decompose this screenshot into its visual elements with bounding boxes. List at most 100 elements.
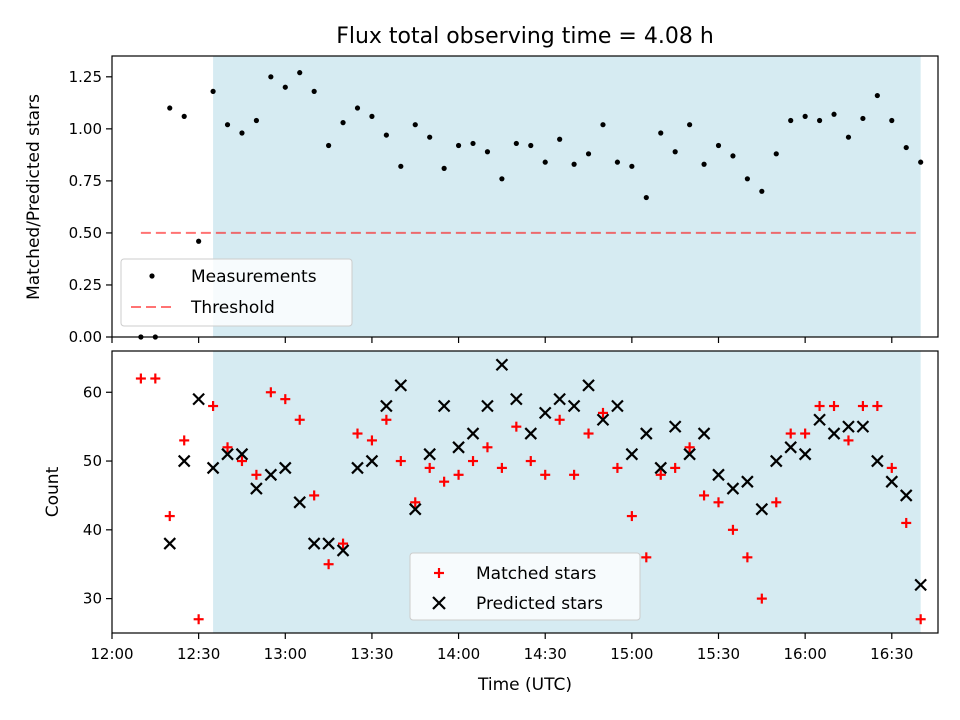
- matched-star-point: [727, 524, 738, 535]
- top-y-axis-label: Matched/Predicted stars: [24, 94, 44, 300]
- bottom-legend: Matched stars Predicted stars: [409, 552, 641, 621]
- matched-star-point: [756, 593, 767, 604]
- x-tick-label: 16:30: [870, 645, 913, 663]
- measurement-point: [484, 149, 491, 155]
- matched-star-point: [684, 442, 695, 453]
- x-tick-label: 15:30: [697, 645, 740, 663]
- measurement-point: [513, 140, 519, 147]
- y-tick-label: 60: [83, 383, 102, 401]
- predicted-star-point: [899, 489, 913, 502]
- predicted-star-point: [769, 454, 783, 468]
- measurement-point: [557, 136, 563, 142]
- y-tick-label: 0.25: [69, 276, 102, 294]
- predicted-star-point: [683, 447, 696, 461]
- matched-star-point: [222, 442, 233, 453]
- predicted-star-point: [784, 441, 797, 454]
- matched-star-point: [352, 428, 363, 439]
- predicted-star-point: [741, 475, 754, 488]
- predicted-star-point: [293, 496, 307, 509]
- matched-star-point: [915, 614, 926, 625]
- predicted-star-point: [322, 537, 335, 550]
- predicted-star-point: [250, 482, 263, 495]
- matched-star-point: [395, 456, 406, 467]
- measurement-point: [802, 113, 808, 119]
- legend-measurements-label: Measurements: [191, 267, 317, 287]
- predicted-star-point: [510, 392, 523, 406]
- top-y-ticks: 0.00 0.25 0.50 0.75 1.00 1.25: [69, 68, 112, 346]
- matched-star-point: [670, 462, 681, 473]
- y-tick-label: 0.75: [69, 172, 102, 190]
- matched-star-point: [771, 497, 782, 508]
- y-tick-label: 1.00: [69, 120, 102, 138]
- measurement-point: [181, 113, 187, 119]
- matched-star-point: [366, 435, 377, 446]
- x-tick-label: 15:00: [610, 645, 653, 663]
- top-legend-box: [120, 258, 353, 327]
- bottom-y-ticks: 30 40 50 60: [83, 383, 112, 608]
- matched-star-point: [569, 469, 580, 480]
- measurement-point: [903, 144, 909, 151]
- measurement-point: [874, 92, 880, 99]
- predicted-star-point: [668, 420, 682, 433]
- measurement-point: [268, 74, 274, 80]
- predicted-star-point: [192, 392, 205, 406]
- predicted-star-point: [885, 475, 899, 488]
- matched-star-point: [208, 401, 219, 412]
- y-tick-label: 1.25: [69, 68, 102, 86]
- measurement-point: [658, 130, 664, 136]
- predicted-star-point: [856, 420, 870, 433]
- matched-star-point: [655, 469, 666, 480]
- measurement-point: [571, 161, 577, 167]
- measurement-point: [730, 153, 736, 159]
- measurement-point: [860, 115, 866, 122]
- legend-matched-label: Matched stars: [476, 564, 596, 584]
- measurement-point: [369, 113, 375, 119]
- matched-star-point: [496, 462, 507, 473]
- matched-star-point: [901, 517, 912, 528]
- predicted-star-point: [567, 399, 581, 413]
- measurement-point: [831, 111, 837, 117]
- measurement-point: [427, 134, 433, 140]
- matched-star-point: [453, 469, 464, 480]
- x-tick-label: 12:30: [177, 645, 220, 663]
- matched-star-point: [410, 497, 421, 508]
- measurement-point: [239, 130, 245, 136]
- bottom-x-ticks: 12:00 12:30 13:00 13:30 14:00 14:30 15:00 15:30…: [90, 633, 913, 663]
- measurement-point: [441, 165, 447, 171]
- predicted-star-point: [871, 454, 884, 468]
- top-legend: Measurements Threshold: [120, 258, 353, 327]
- measurement-point: [253, 117, 260, 124]
- matched-star-point: [886, 462, 897, 473]
- top-x-ticks: [111, 337, 893, 343]
- matched-star-point: [540, 469, 551, 480]
- measurement-point: [398, 163, 404, 169]
- measurement-point: [167, 105, 173, 111]
- predicted-star-point: [625, 447, 639, 461]
- x-tick-label: 14:30: [524, 645, 567, 663]
- predicted-star-point: [380, 399, 393, 413]
- predicted-star-point: [206, 461, 220, 475]
- matched-star-point: [699, 490, 710, 501]
- measurement-point: [311, 88, 317, 94]
- predicted-star-point: [813, 413, 826, 427]
- measurement-point: [282, 84, 288, 90]
- matched-star-point: [713, 497, 724, 508]
- matched-star-point: [179, 435, 190, 446]
- predicted-star-point: [827, 427, 841, 440]
- matched-star-point: [164, 511, 175, 522]
- measurement-point: [687, 122, 693, 128]
- measurement-point: [412, 122, 418, 128]
- matched-star-point: [814, 401, 825, 412]
- matched-star-point: [525, 456, 536, 467]
- predicted-star-point: [553, 392, 566, 406]
- predicted-star-point: [538, 406, 552, 420]
- measurement-point: [614, 159, 621, 165]
- chart-title: Flux total observing time = 4.08 h: [336, 24, 714, 49]
- predicted-star-point: [755, 502, 769, 516]
- matched-star-point: [424, 462, 435, 473]
- matched-star-point: [265, 387, 276, 398]
- matched-star-point: [193, 614, 204, 625]
- y-tick-label: 50: [83, 452, 102, 470]
- measurement-point: [773, 151, 779, 157]
- matched-star-point: [785, 428, 796, 439]
